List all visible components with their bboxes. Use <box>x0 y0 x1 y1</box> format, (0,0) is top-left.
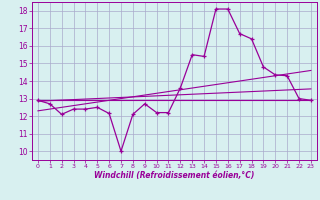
X-axis label: Windchill (Refroidissement éolien,°C): Windchill (Refroidissement éolien,°C) <box>94 171 255 180</box>
